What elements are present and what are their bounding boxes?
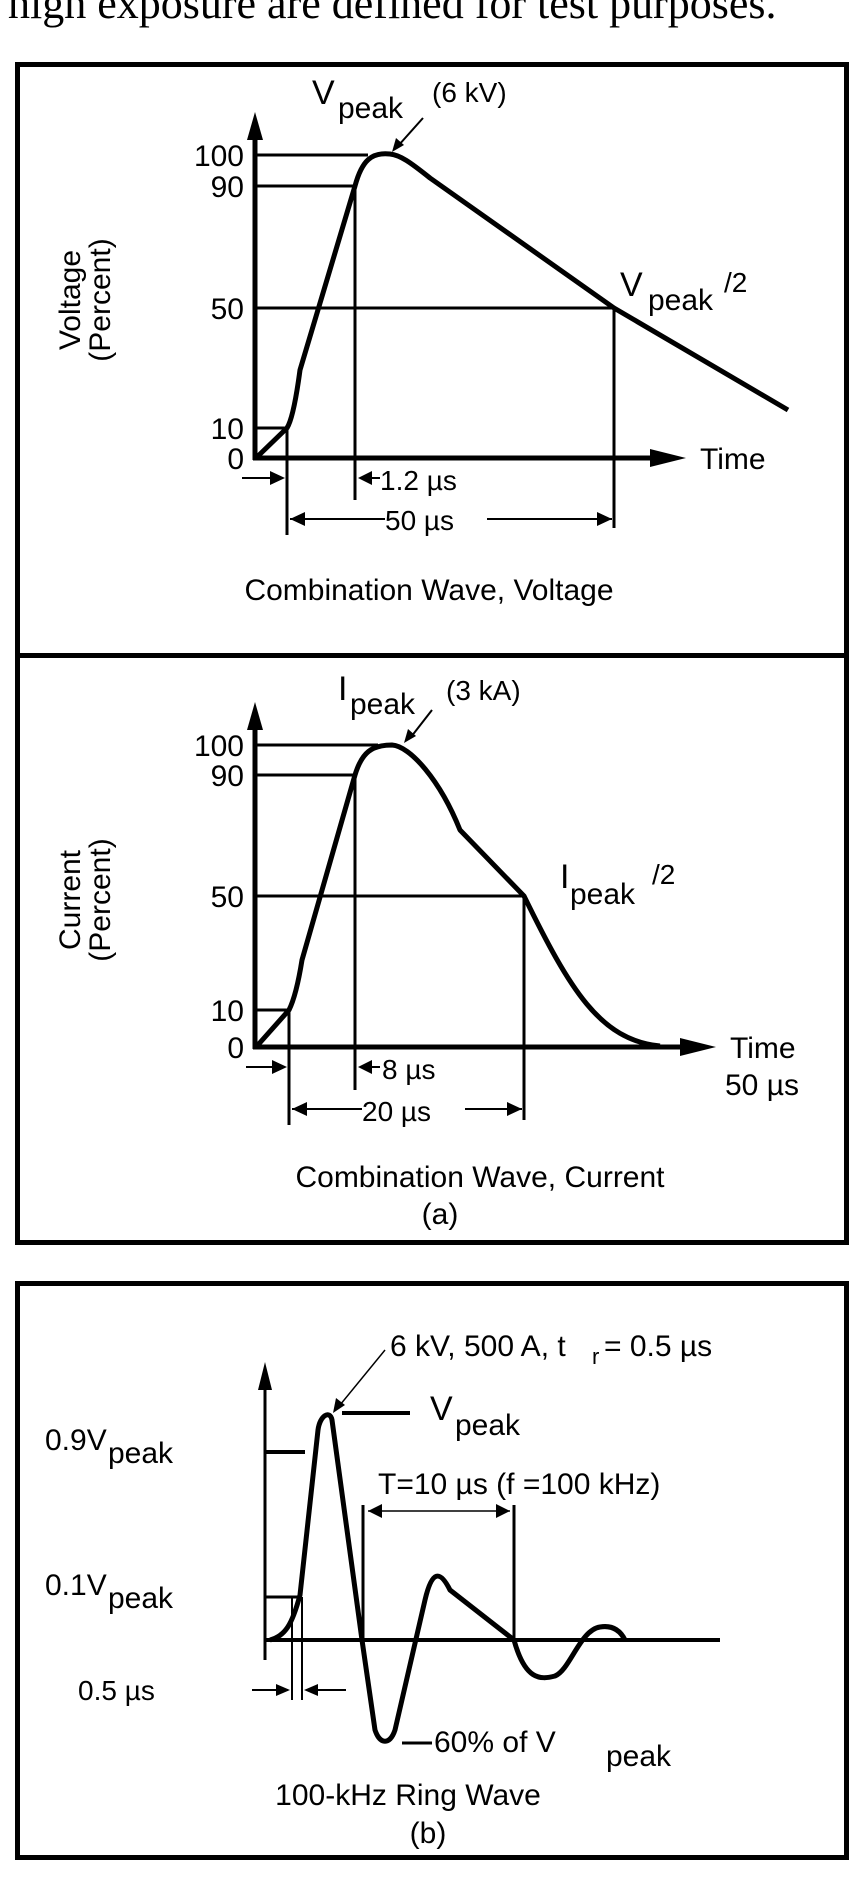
voltage-x-arrow-icon	[650, 449, 686, 467]
svg-text:peak: peak	[350, 688, 416, 721]
svg-text:peak: peak	[648, 284, 714, 317]
voltage-rise-time: 1.2 µs	[380, 465, 457, 496]
current-caption: Combination Wave, Current	[295, 1161, 665, 1194]
svg-text:/2: /2	[724, 267, 747, 298]
current-duration: 20 µs	[362, 1096, 431, 1127]
current-rise-time: 8 µs	[382, 1054, 435, 1085]
voltage-y-arrow-icon	[247, 112, 263, 140]
panel-b-frame	[15, 1281, 849, 1860]
voltage-ytick-0: 0	[227, 443, 244, 476]
voltage-waveform	[255, 151, 790, 459]
voltage-peak-label: V	[312, 74, 335, 112]
ring-y-arrow-icon	[258, 1362, 272, 1390]
svg-text:90: 90	[211, 760, 244, 793]
svg-text:0: 0	[227, 1032, 244, 1065]
svg-text:peak: peak	[606, 1740, 672, 1773]
voltage-duration: 50 µs	[385, 505, 454, 536]
ring-period-label: T=10 µs (f =100 kHz)	[378, 1468, 660, 1501]
current-chart: 100 90 50 10 0 I peak (3 kA) I peak /2 T…	[54, 670, 799, 1231]
ring-caption: 100-kHz Ring Wave	[275, 1779, 541, 1812]
voltage-ytick-100: 100	[194, 140, 244, 173]
svg-text:peak: peak	[455, 1409, 521, 1442]
voltage-half-label: V	[620, 266, 643, 304]
voltage-y-label: Voltage	[54, 250, 87, 350]
ring-undershoot-label: 60% of V	[434, 1726, 556, 1759]
current-peak-value: (3 kA)	[446, 675, 521, 706]
current-half-label: I	[560, 858, 569, 896]
panel-a-divider	[15, 653, 849, 658]
voltage-ytick-50: 50	[211, 293, 244, 326]
svg-text:(Percent): (Percent)	[84, 238, 117, 361]
svg-text:10: 10	[211, 995, 244, 1028]
svg-text:/2: /2	[652, 859, 675, 890]
svg-text:50: 50	[211, 881, 244, 914]
svg-text:peak: peak	[108, 1437, 174, 1470]
svg-text:50 µs: 50 µs	[725, 1069, 799, 1102]
current-peak-label: I	[338, 670, 347, 708]
svg-text:peak: peak	[570, 878, 636, 911]
current-x-label: Time	[730, 1032, 796, 1065]
voltage-ytick-90: 90	[211, 171, 244, 204]
ring-rise-label: 0.5 µs	[78, 1675, 155, 1706]
svg-text:peak: peak	[338, 92, 404, 125]
current-waveform	[255, 742, 661, 1049]
svg-text:(Percent): (Percent)	[84, 838, 117, 961]
voltage-chart: 100 90 50 10 0 V peak (6 kV) V peak /2 T…	[54, 74, 790, 607]
panel-a-sublabel: (a)	[422, 1198, 459, 1231]
ring-peak-label: V	[430, 1390, 453, 1428]
svg-text:100: 100	[194, 730, 244, 763]
voltage-caption: Combination Wave, Voltage	[244, 574, 613, 607]
svg-text:peak: peak	[108, 1582, 174, 1615]
svg-text:r: r	[592, 1344, 599, 1369]
current-y-arrow-icon	[247, 702, 263, 730]
voltage-ytick-10: 10	[211, 413, 244, 446]
voltage-peak-pointer-icon	[392, 138, 404, 152]
voltage-peak-value: (6 kV)	[432, 77, 507, 108]
ring-wave-chart: 6 kV, 500 A, t r = 0.5 µs V peak 0.9V pe…	[45, 1330, 720, 1850]
ring-annotation-top: 6 kV, 500 A, t	[390, 1330, 566, 1363]
ring-level-09: 0.9V	[45, 1424, 107, 1457]
page-top-text: high exposure are defined for test purpo…	[8, 0, 777, 28]
ring-level-01: 0.1V	[45, 1569, 107, 1602]
voltage-x-label: Time	[700, 443, 766, 476]
current-y-label: Current	[54, 849, 87, 950]
current-x-arrow-icon	[680, 1038, 716, 1056]
svg-text:= 0.5 µs: = 0.5 µs	[604, 1330, 712, 1363]
ring-waveform	[269, 1412, 628, 1744]
panel-b-sublabel: (b)	[410, 1817, 447, 1850]
